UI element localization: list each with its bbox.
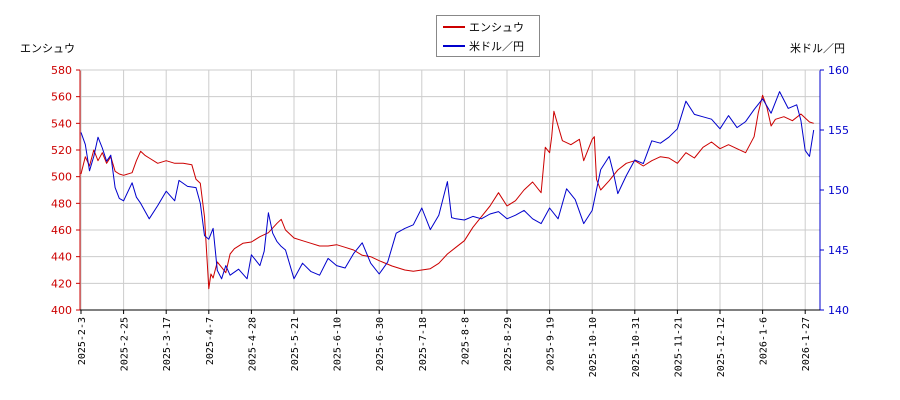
x-tick-label: 2025-7-18 <box>418 317 429 371</box>
x-tick-label: 2025-4-28 <box>247 317 258 371</box>
x-tick-label: 2025-9-19 <box>546 317 557 371</box>
left-tick-label: 400 <box>51 304 72 317</box>
x-tick-label: 2025-3-17 <box>162 317 173 371</box>
left-tick-label: 560 <box>51 91 72 104</box>
left-tick-label: 520 <box>51 144 72 157</box>
right-tick-label: 160 <box>828 64 849 77</box>
legend-label-usdjpy: 米ドル／円 <box>469 40 524 53</box>
x-tick-label: 2025-6-30 <box>375 317 386 371</box>
left-tick-label: 500 <box>51 171 72 184</box>
right-axis-title: 米ドル／円 <box>790 42 845 55</box>
x-tick-label: 2025-10-31 <box>631 317 642 377</box>
right-tick-label: 140 <box>828 304 849 317</box>
left-tick-label: 540 <box>51 117 72 130</box>
legend-label-enshu: エンシュウ <box>469 21 524 34</box>
x-tick-label: 2025-11-21 <box>673 317 684 377</box>
x-tick-label: 2026-1-27 <box>801 317 812 371</box>
x-tick-label: 2025-8-8 <box>460 317 471 365</box>
right-tick-label: 155 <box>828 124 849 137</box>
x-tick-label: 2025-2-3 <box>77 317 88 365</box>
plot-area <box>80 70 820 310</box>
legend-item-enshu: エンシュウ <box>443 19 538 35</box>
legend-swatch-usdjpy <box>443 45 465 47</box>
x-tick-label: 2025-12-12 <box>716 317 727 377</box>
x-tick-label: 2025-6-10 <box>333 317 344 371</box>
legend-item-usdjpy: 米ドル／円 <box>443 38 538 54</box>
x-tick-label: 2025-5-21 <box>290 317 301 371</box>
left-tick-label: 480 <box>51 197 72 210</box>
x-tick-label: 2025-10-10 <box>588 317 599 377</box>
series-line-usdjpy <box>80 91 815 280</box>
x-tick-label: 2026-1-6 <box>759 317 770 365</box>
left-tick-label: 420 <box>51 277 72 290</box>
left-tick-label: 460 <box>51 224 72 237</box>
legend-swatch-enshu <box>443 26 465 28</box>
series-line-enshu <box>80 94 814 290</box>
x-tick-label: 2025-8-29 <box>503 317 514 371</box>
right-tick-label: 150 <box>828 184 849 197</box>
left-axis-title: エンシュウ <box>20 42 75 55</box>
left-tick-label: 440 <box>51 251 72 264</box>
legend: エンシュウ 米ドル／円 <box>436 15 540 57</box>
x-tick-label: 2025-4-7 <box>205 317 216 365</box>
x-tick-label: 2025-2-25 <box>120 317 131 371</box>
left-tick-label: 580 <box>51 64 72 77</box>
right-tick-label: 145 <box>828 244 849 257</box>
